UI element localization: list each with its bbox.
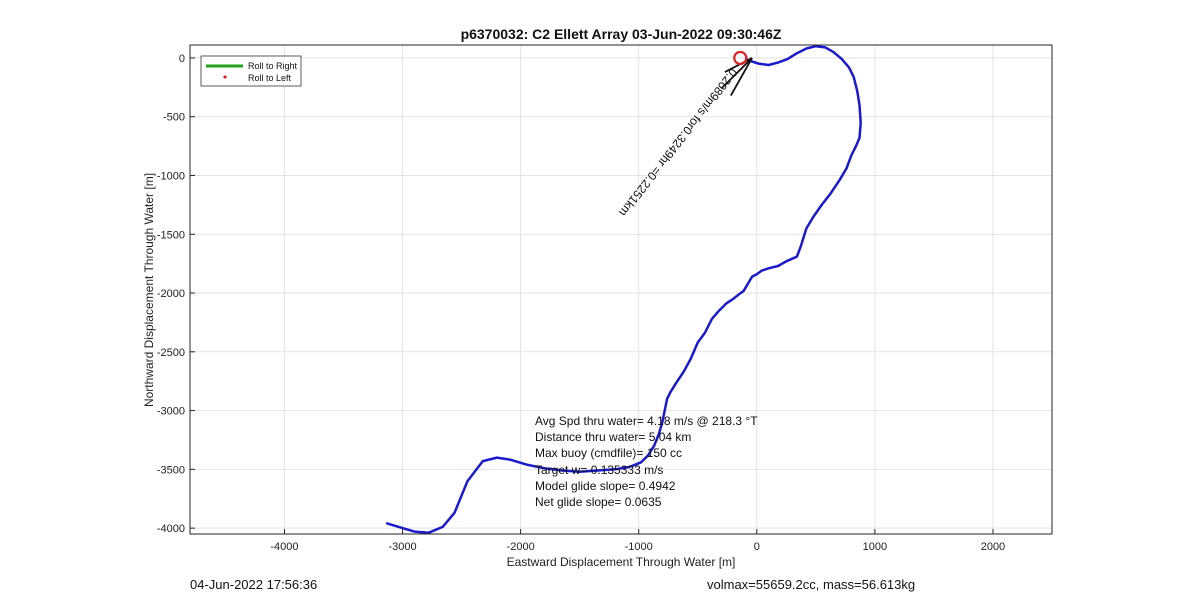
legend: Roll to Right Roll to Left <box>200 55 302 87</box>
x-tick-label: -2000 <box>507 541 535 553</box>
y-tick-label: -4000 <box>157 523 185 535</box>
legend-label-roll-right: Roll to Right <box>248 61 298 71</box>
y-tick-label: -500 <box>163 112 185 124</box>
x-tick-label: -1000 <box>625 541 653 553</box>
dive-start-marker <box>733 50 748 66</box>
current-vector-arrow <box>724 57 753 73</box>
track-line <box>385 44 862 535</box>
x-tick-labels: -4000 -3000 -2000 -1000 0 1000 2000 <box>270 529 1005 553</box>
legend-label-roll-left: Roll to Left <box>248 73 292 83</box>
axes-frame <box>189 44 1053 535</box>
y-tick-label: 0 <box>179 53 185 65</box>
footer-timestamp: 04-Jun-2022 17:56:36 <box>190 577 318 592</box>
stat-max-buoy: Max buoy (cmdfile)= 150 cc <box>535 446 682 460</box>
y-tick-label: -3500 <box>157 464 185 476</box>
overlay-layer <box>720 50 753 96</box>
y-tick-label: -2500 <box>157 347 185 359</box>
grid <box>190 45 1052 534</box>
x-tick-label: 2000 <box>981 541 1005 553</box>
footer-glider-params: volmax=55659.2cc, mass=56.613kg <box>707 577 916 592</box>
y-tick-label: -2000 <box>157 288 185 300</box>
series-layer <box>385 44 862 535</box>
stat-model-glide: Model glide slope= 0.4942 <box>535 479 676 493</box>
x-tick-label: -3000 <box>388 541 416 553</box>
current-vector-arrow <box>730 57 753 96</box>
x-tick-label: 0 <box>754 541 760 553</box>
y-axis-label: Northward Displacement Through Water [m] <box>142 173 156 407</box>
y-tick-labels: 0 -500 -1000 -1500 -2000 -2500 -3000 -3500 -4000 <box>157 53 195 535</box>
stat-avg-speed: Avg Spd thru water= 4.18 m/s @ 218.3 °T <box>535 414 758 428</box>
stat-target-w: Target w= 0.135333 m/s <box>535 463 663 477</box>
stat-net-glide: Net glide slope= 0.0635 <box>535 495 662 509</box>
legend-swatch-roll-left <box>223 75 227 79</box>
stats-annotation: Avg Spd thru water= 4.18 m/s @ 218.3 °T … <box>535 414 758 509</box>
y-tick-label: -1000 <box>157 170 185 182</box>
y-tick-label: -3000 <box>157 406 185 418</box>
legend-box <box>200 55 302 87</box>
stat-distance: Distance thru water= 5.04 km <box>535 430 691 444</box>
x-axis-label: Eastward Displacement Through Water [m] <box>507 555 736 569</box>
x-tick-label: 1000 <box>863 541 887 553</box>
x-tick-label: -4000 <box>270 541 298 553</box>
chart-title: p6370032: C2 Ellett Array 03-Jun-2022 09… <box>461 26 782 42</box>
y-tick-label: -1500 <box>157 229 185 241</box>
axes-background <box>190 45 1052 534</box>
current-vector-arrow <box>720 57 753 90</box>
